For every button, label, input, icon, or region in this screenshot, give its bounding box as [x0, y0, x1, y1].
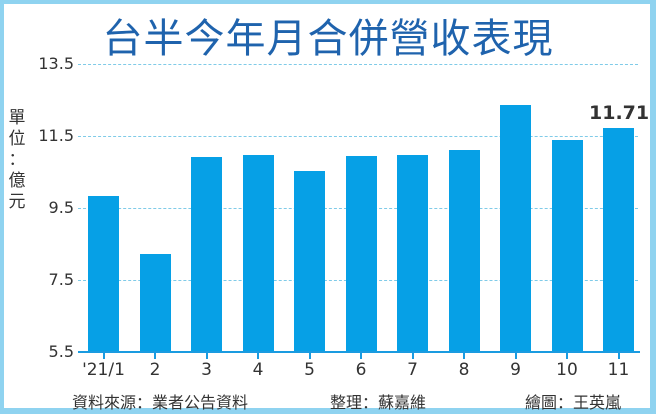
illustrator-credit: 繪圖：王英嵐 [525, 393, 622, 412]
x-tick-mark [514, 353, 517, 359]
x-tick-mark [154, 353, 156, 359]
bar [294, 170, 325, 352]
x-tick-mark [617, 353, 620, 359]
y-tick-label: 13.5 [38, 54, 74, 73]
x-tick-label: 8 [458, 360, 470, 380]
x-tick-mark [102, 353, 105, 359]
bar [191, 156, 222, 352]
gridline [78, 64, 638, 65]
y-tick-label: 5.5 [48, 342, 74, 361]
x-tick-label: 3 [201, 360, 212, 380]
bar [551, 139, 583, 352]
x-tick-mark [308, 353, 311, 359]
x-tick-label: 9 [510, 360, 521, 380]
y-tick-label: 11.5 [38, 126, 74, 145]
data-label: 11.71 [589, 102, 650, 125]
bar [139, 254, 171, 352]
x-tick-mark [411, 353, 414, 359]
x-tick-label: 7 [407, 360, 418, 380]
unit-char: 元 [8, 192, 26, 212]
y-tick-label: 7.5 [48, 270, 74, 289]
bar [397, 155, 428, 352]
x-tick-label: 5 [304, 360, 315, 380]
unit-label: 單 位 ： 億 元 [6, 108, 28, 213]
bar [448, 149, 480, 352]
unit-char: 單 [8, 108, 26, 128]
gridline [78, 136, 638, 137]
bar [88, 196, 119, 352]
bar [345, 155, 377, 352]
x-tick-label: 4 [252, 360, 264, 380]
bar [500, 105, 531, 352]
bar [603, 128, 634, 352]
editor-credit: 整理：蘇嘉維 [330, 393, 427, 412]
x-tick-label: 11 [607, 360, 630, 380]
x-tick-mark [463, 353, 465, 359]
x-tick-mark [257, 353, 259, 359]
x-tick-label: '21/1 [82, 360, 125, 380]
chart-title: 台半今年月合併營收表現 [102, 16, 554, 62]
right-border [650, 4, 652, 408]
x-tick-mark [205, 353, 208, 359]
x-axis [78, 351, 640, 353]
x-tick-label: 10 [556, 360, 578, 380]
bar [242, 155, 274, 352]
source-note: 資料來源：業者公告資料 [72, 393, 249, 412]
x-tick-mark [360, 353, 362, 359]
x-tick-label: 2 [149, 360, 161, 380]
unit-char: 位 [8, 129, 26, 149]
y-tick-label: 9.5 [48, 198, 74, 217]
x-tick-label: 6 [355, 360, 367, 380]
unit-char: ： [8, 150, 26, 170]
unit-char: 億 [8, 171, 26, 191]
x-tick-mark [566, 353, 568, 359]
